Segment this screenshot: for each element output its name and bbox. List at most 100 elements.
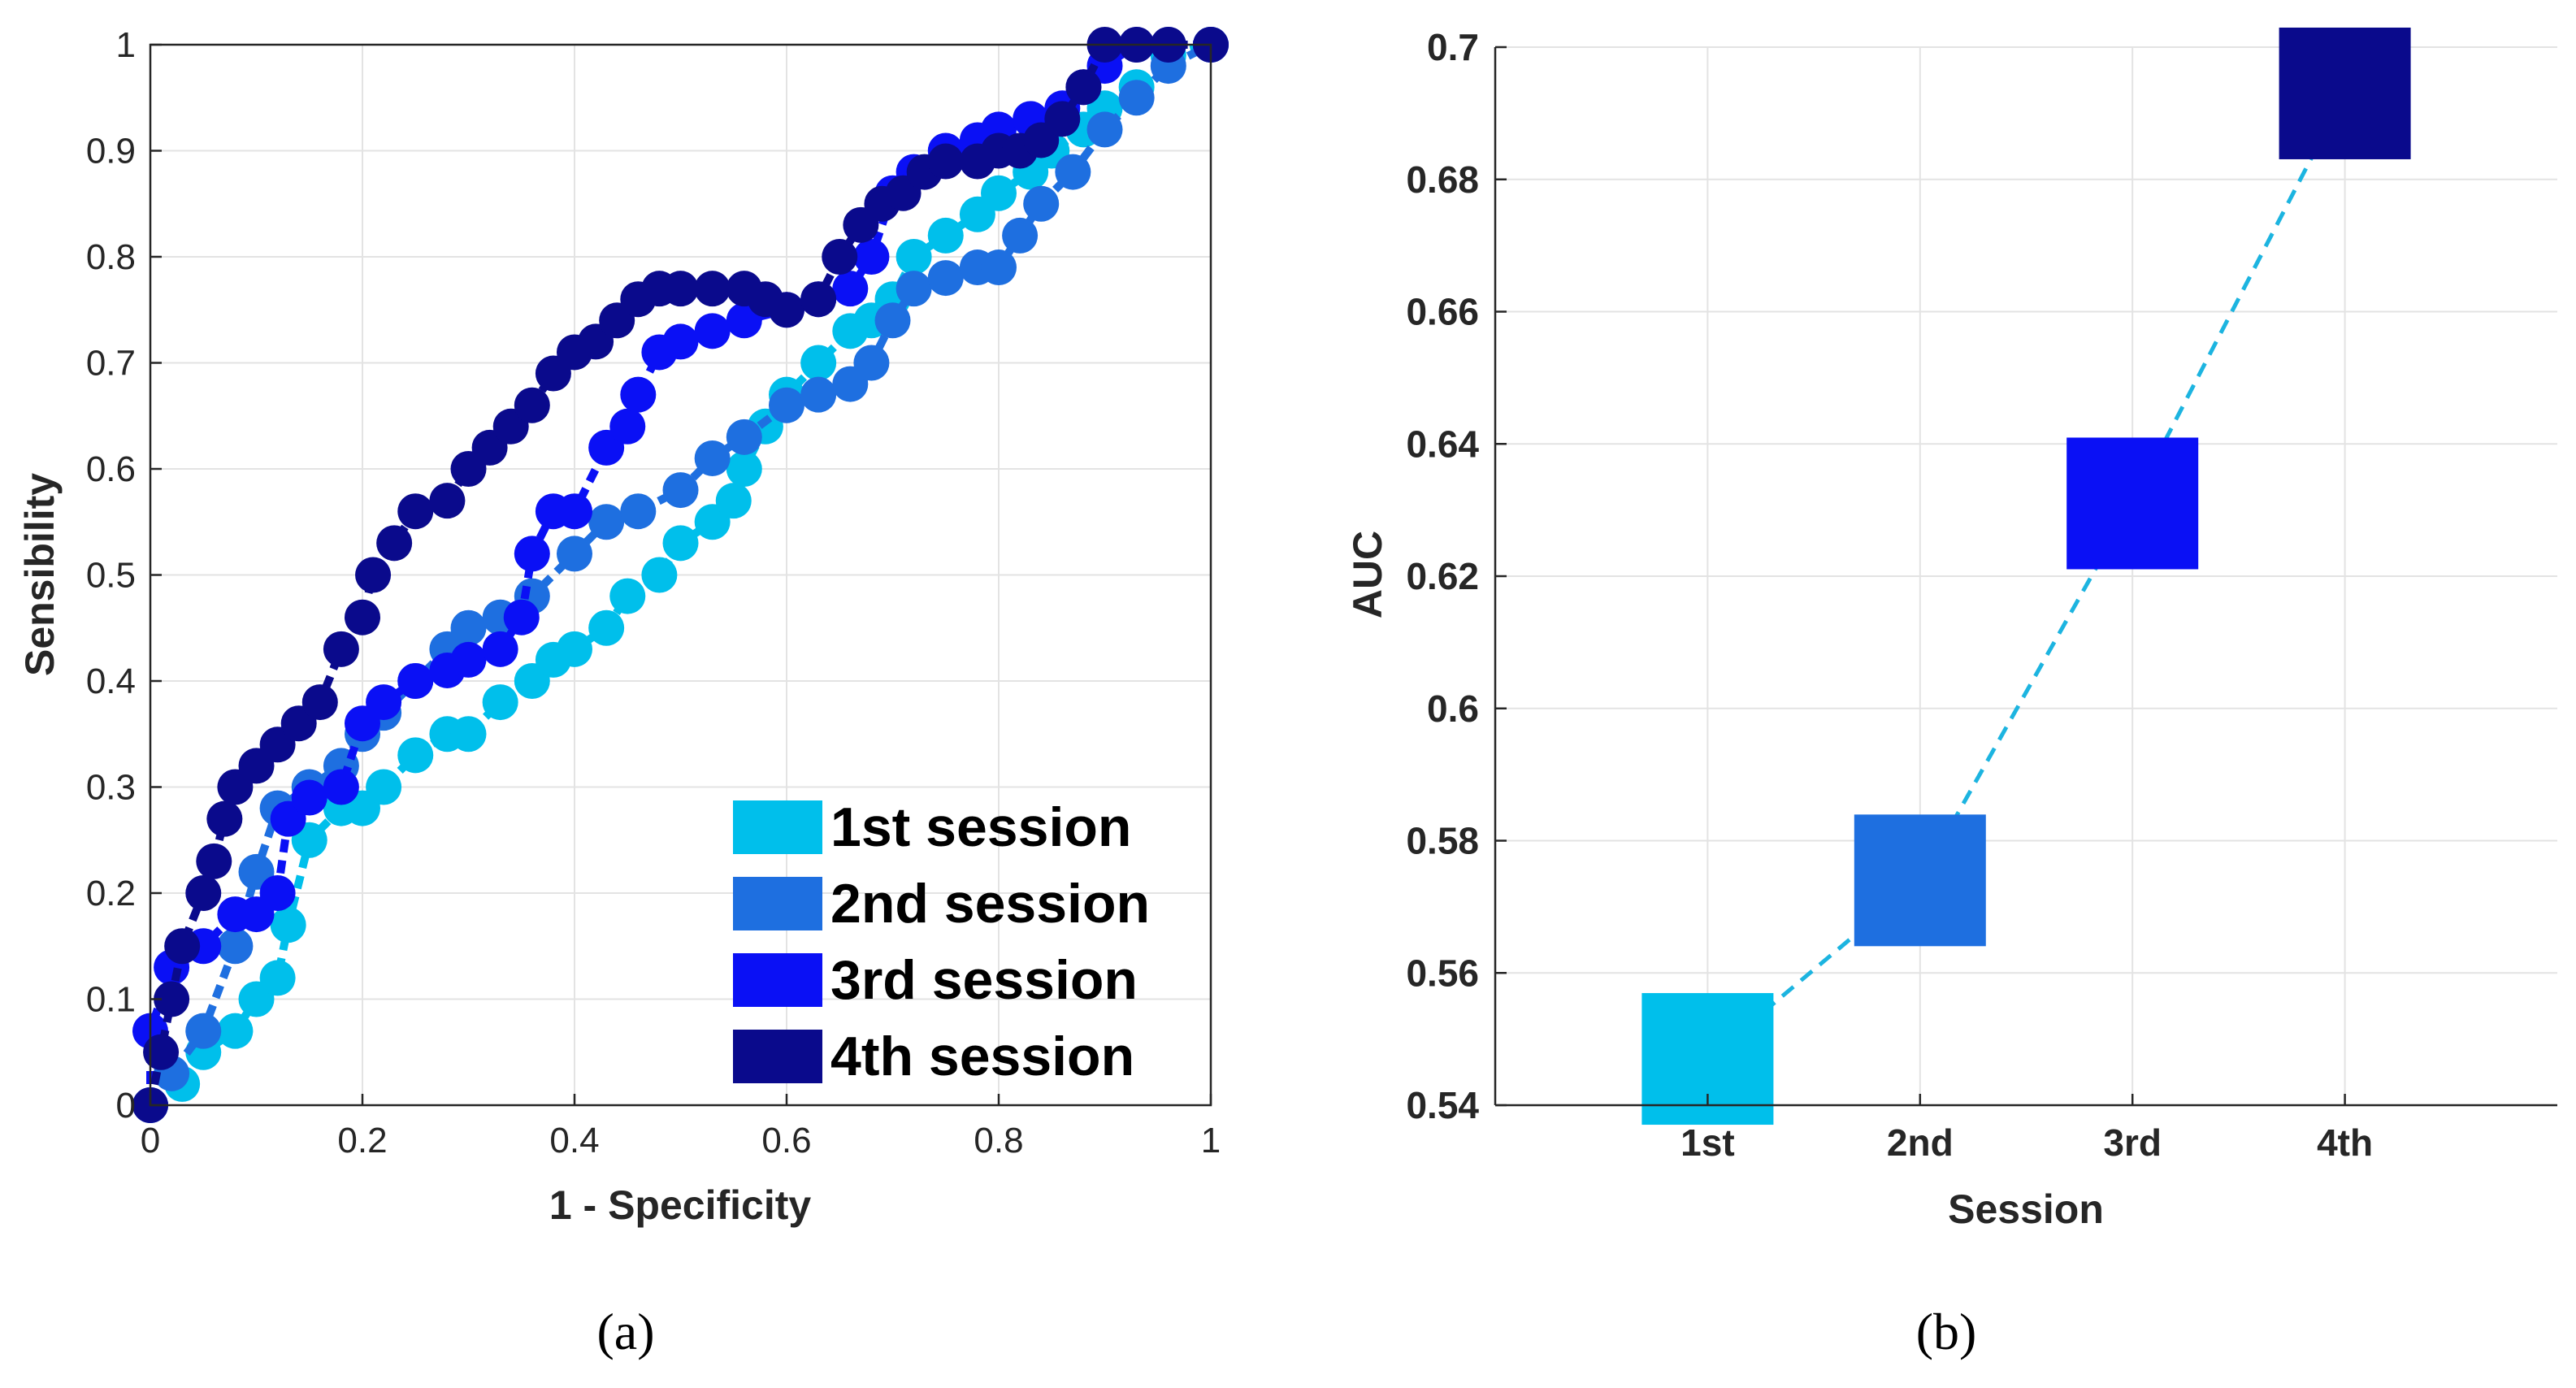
roc-point [185,1013,222,1049]
roc-point [726,451,762,487]
roc-x-tick-label: 0.8 [974,1121,1023,1160]
roc-point [557,536,592,572]
roc-y-tick-label: 0.8 [86,237,136,277]
roc-point [259,960,296,996]
roc-point [217,928,254,965]
roc-point [291,779,327,816]
auc-dashed-line [1706,92,2347,1061]
roc-point [694,440,731,476]
roc-x-axis-label: 1 - Specificity [549,1182,812,1228]
roc-x-tick-label: 0.6 [761,1121,811,1160]
roc-y-tick-label: 0.5 [86,556,136,596]
roc-y-tick-label: 0.3 [86,768,136,808]
roc-y-tick-label: 0 [116,1086,136,1126]
legend-item-1: 1st session [733,796,1131,858]
roc-point [323,769,359,805]
roc-point [641,557,678,593]
legend-swatch [733,877,822,930]
roc-point [1065,69,1102,106]
legend-item-2: 2nd session [733,873,1150,935]
roc-point [1086,111,1123,148]
roc-point [662,525,699,562]
roc-point [853,345,890,381]
roc-point [450,609,487,646]
roc-point [981,175,1017,211]
roc-point [482,631,518,667]
roc-x-tick-label: 1 [1201,1121,1221,1160]
roc-point [800,376,837,413]
roc-point [896,271,932,307]
roc-point [143,1034,180,1070]
roc-grid [150,44,1212,1106]
auc-y-tick-label: 0.68 [1406,158,1479,201]
roc-point [769,292,804,328]
auc-markers [1641,27,2411,1126]
auc-panel-caption: (b) [1916,1303,1977,1360]
legend-label: 1st session [830,796,1131,858]
roc-point [726,419,762,455]
auc-y-tick-label: 0.58 [1406,820,1479,862]
legend-swatch [733,953,822,1007]
roc-y-axis-label: Sensibility [17,473,63,676]
roc-point [450,641,487,678]
roc-point [397,737,434,774]
roc-point [345,599,380,635]
roc-series-2 [132,27,1229,1123]
roc-x-tick-label: 0.2 [337,1121,387,1160]
roc-point [588,609,625,646]
roc-point [503,599,540,635]
roc-point [800,345,837,381]
roc-point [620,376,657,413]
roc-point [397,493,434,530]
roc-point [164,928,201,965]
roc-point [217,1013,254,1049]
auc-marker-2nd [1854,814,1986,947]
roc-point [301,684,338,721]
roc-chart: 0 0.2 0.4 0.6 0.8 1 0 0.1 0.2 0.3 0.4 0.5 0.6 0.7 0.8… [17,25,1229,1360]
legend-swatch [733,1030,822,1083]
roc-point [185,875,222,911]
roc-point [874,302,911,339]
auc-marker-3rd [2066,437,2199,570]
roc-point [588,504,625,540]
auc-x-axis-label: Session [1948,1186,2104,1232]
roc-y-ticks: 0 0.1 0.2 0.3 0.4 0.5 0.6 0.7 0.8 0.9 1 [86,25,162,1126]
roc-point [557,493,592,530]
roc-point [609,578,646,614]
roc-point [1055,154,1091,190]
roc-point [450,716,487,753]
auc-y-tick-label: 0.54 [1406,1084,1479,1126]
roc-curves [132,27,1229,1123]
legend-item-4: 4th session [733,1026,1134,1087]
auc-y-axis-label: AUC [1345,531,1390,618]
roc-point [853,239,890,275]
roc-point [154,981,190,1017]
roc-point [927,143,964,180]
roc-point [366,769,402,805]
auc-y-tick-label: 0.66 [1406,291,1479,333]
auc-y-ticks: 0.54 0.56 0.58 0.6 0.62 0.64 0.66 0.68 0.7 [1406,26,1507,1126]
legend-item-3: 3rd session [733,949,1138,1011]
roc-point [1118,80,1155,116]
auc-trend-line [1706,92,2347,1061]
roc-point [482,684,518,721]
auc-chart: 1st 2nd 3rd 4th 0.54 0.56 0.58 0.6 0.62 0.64 0.66… [1345,26,2557,1360]
roc-point [429,483,466,519]
roc-point [1002,217,1039,254]
roc-series-1 [132,27,1229,1123]
roc-point [206,800,243,837]
roc-point [662,271,699,307]
roc-point [609,408,646,445]
auc-x-tick-label: 3rd [2103,1121,2162,1164]
roc-point [620,493,657,530]
roc-point [355,557,392,593]
roc-point [514,536,550,572]
roc-point [662,323,699,360]
auc-x-tick-label: 4th [2317,1121,2373,1164]
legend-label: 2nd session [830,873,1150,935]
roc-point [270,907,306,943]
roc-y-tick-label: 0.6 [86,449,136,489]
roc-panel-caption: (a) [596,1303,654,1360]
roc-point [800,281,837,318]
roc-point [196,843,232,879]
